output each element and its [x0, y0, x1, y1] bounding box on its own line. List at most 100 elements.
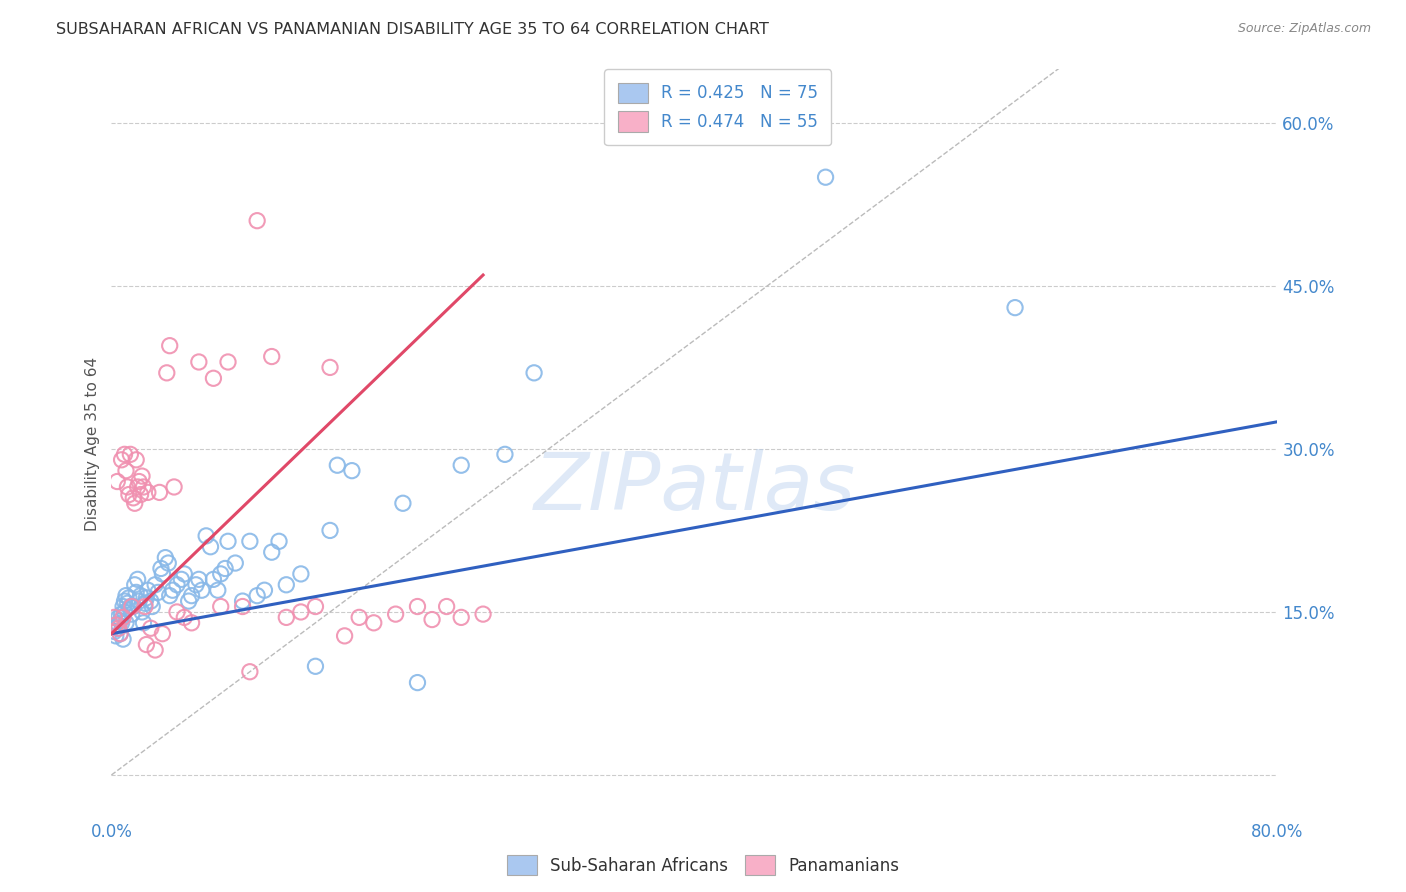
Point — [156, 366, 179, 380]
Point — [202, 572, 225, 586]
Text: SUBSAHARAN AFRICAN VS PANAMANIAN DISABILITY AGE 35 TO 64 CORRELATION CHART: SUBSAHARAN AFRICAN VS PANAMANIAN DISABIL… — [56, 22, 769, 37]
Point — [173, 566, 195, 581]
Point — [117, 480, 139, 494]
Point — [260, 545, 283, 559]
Point — [114, 447, 136, 461]
Point — [187, 572, 209, 586]
Point — [180, 589, 202, 603]
Point — [121, 607, 143, 621]
Point — [340, 464, 363, 478]
Point — [115, 589, 138, 603]
Point — [166, 578, 188, 592]
Point — [304, 599, 326, 614]
Point — [105, 621, 128, 635]
Point — [134, 596, 156, 610]
Point — [214, 561, 236, 575]
Point — [112, 610, 135, 624]
Point — [115, 464, 138, 478]
Point — [127, 572, 149, 586]
Point — [120, 447, 142, 461]
Point — [136, 485, 159, 500]
Point — [112, 599, 135, 614]
Point — [420, 613, 443, 627]
Point — [136, 583, 159, 598]
Point — [246, 213, 269, 227]
Point — [406, 599, 429, 614]
Point — [363, 615, 385, 630]
Point — [239, 665, 262, 679]
Point — [276, 578, 298, 592]
Point — [143, 578, 166, 592]
Point — [121, 599, 143, 614]
Point — [209, 566, 232, 581]
Point — [157, 556, 180, 570]
Point — [118, 591, 141, 605]
Point — [152, 566, 174, 581]
Point — [107, 610, 129, 624]
Point — [149, 561, 172, 575]
Point — [239, 534, 262, 549]
Point — [124, 578, 146, 592]
Point — [1004, 301, 1026, 315]
Point — [132, 480, 155, 494]
Point — [177, 594, 200, 608]
Point — [319, 524, 342, 538]
Point — [110, 615, 132, 630]
Point — [131, 469, 153, 483]
Point — [129, 487, 152, 501]
Point — [108, 626, 131, 640]
Point — [159, 339, 181, 353]
Legend: R = 0.425   N = 75, R = 0.474   N = 55: R = 0.425 N = 75, R = 0.474 N = 55 — [605, 70, 831, 145]
Point — [112, 632, 135, 647]
Point — [436, 599, 458, 614]
Point — [166, 605, 188, 619]
Text: ZIPatlas: ZIPatlas — [533, 450, 855, 527]
Point — [143, 643, 166, 657]
Point — [120, 599, 142, 614]
Point — [202, 371, 225, 385]
Point — [217, 534, 239, 549]
Point — [110, 452, 132, 467]
Point — [122, 491, 145, 505]
Point — [115, 615, 138, 630]
Point — [276, 610, 298, 624]
Point — [114, 594, 136, 608]
Point — [141, 599, 163, 614]
Point — [131, 605, 153, 619]
Point — [125, 585, 148, 599]
Point — [207, 583, 229, 598]
Point — [260, 350, 283, 364]
Point — [195, 529, 218, 543]
Point — [122, 599, 145, 614]
Point — [139, 594, 162, 608]
Point — [162, 583, 184, 598]
Point — [134, 599, 156, 614]
Point — [129, 589, 152, 603]
Point — [128, 475, 150, 489]
Point — [523, 366, 546, 380]
Point — [152, 626, 174, 640]
Point — [290, 566, 312, 581]
Point — [224, 556, 246, 570]
Point — [450, 610, 472, 624]
Point — [125, 452, 148, 467]
Point — [319, 360, 342, 375]
Point — [118, 487, 141, 501]
Point — [246, 589, 269, 603]
Point — [173, 610, 195, 624]
Point — [146, 585, 169, 599]
Point — [267, 534, 290, 549]
Point — [406, 675, 429, 690]
Point — [814, 170, 837, 185]
Point — [217, 355, 239, 369]
Point — [135, 638, 157, 652]
Point — [103, 610, 125, 624]
Point — [163, 480, 186, 494]
Point — [232, 594, 254, 608]
Legend: Sub-Saharan Africans, Panamanians: Sub-Saharan Africans, Panamanians — [499, 847, 907, 884]
Point — [180, 615, 202, 630]
Point — [104, 618, 127, 632]
Point — [155, 550, 177, 565]
Point — [103, 624, 125, 639]
Point — [232, 599, 254, 614]
